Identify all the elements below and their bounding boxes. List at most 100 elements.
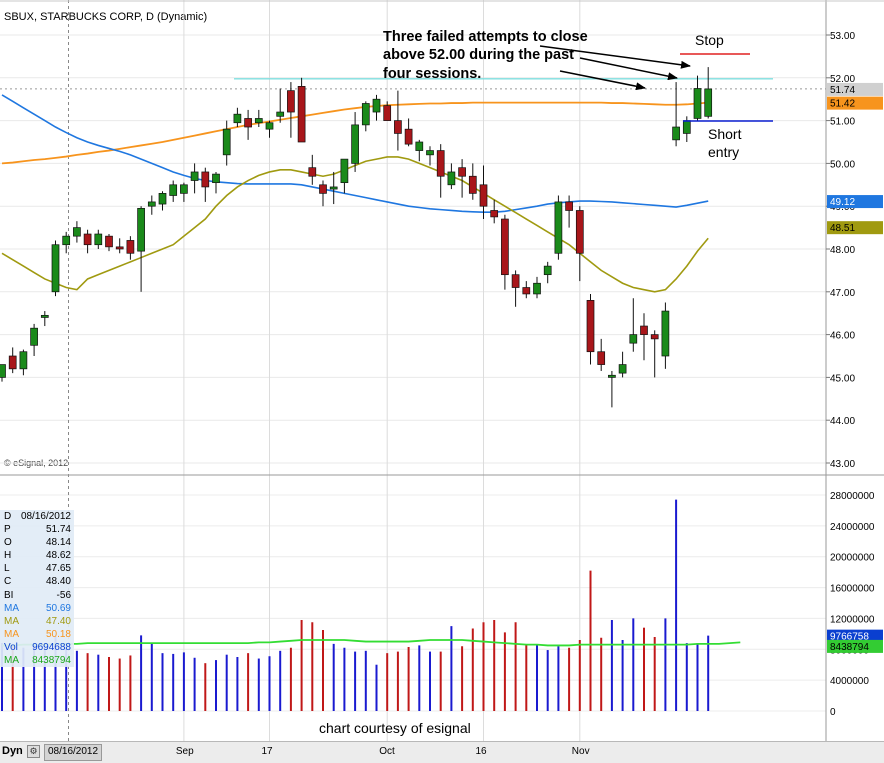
candle-body — [287, 90, 295, 113]
data-window-row: MA 8438794 — [0, 654, 74, 667]
data-window-value: 9694688 — [32, 641, 71, 653]
data-window-key: MA — [4, 615, 19, 627]
data-window-row: MA 50.69 — [0, 602, 74, 615]
candle-body — [51, 244, 60, 293]
data-window-row: L 47.65 — [0, 562, 74, 575]
candlestick-series — [0, 67, 713, 408]
candle-body — [169, 184, 178, 196]
volume-ma-line — [2, 639, 741, 647]
candle-body — [190, 171, 199, 181]
annotation-courtesy: chart courtesy of esignal — [319, 720, 471, 736]
candle-body — [372, 98, 381, 113]
arrow-3 — [559, 70, 646, 91]
candle-body — [319, 184, 327, 194]
candle-body — [426, 150, 434, 156]
candle-body — [468, 175, 477, 194]
data-window-value: 8438794 — [32, 655, 71, 667]
data-window-key: H — [4, 550, 12, 562]
candle-body — [586, 300, 595, 353]
annotation-three-failed-line-2: above 52.00 during the past — [383, 47, 574, 63]
lock-icon[interactable]: ⚙ — [27, 745, 40, 758]
candle-body — [479, 184, 488, 207]
price-tick-label: 43.00 — [830, 459, 855, 470]
data-window-row: BI -56 — [0, 589, 74, 602]
dyn-label[interactable]: Dyn — [2, 745, 23, 757]
candle-body — [361, 103, 370, 126]
volume-tag — [827, 639, 883, 653]
candle-body — [629, 334, 638, 344]
candle-body — [618, 364, 627, 374]
candle-body — [436, 150, 445, 177]
candle-body — [94, 233, 103, 246]
data-window-key: O — [4, 537, 12, 549]
price-tag-label: 51.42 — [830, 99, 855, 110]
volume-tag-label: 9766758 — [830, 632, 869, 643]
candle-body — [394, 120, 402, 134]
data-window: D 08/16/2012 P 51.74 O 48.14 H 48.62 L 47.65 C 48.4… — [0, 510, 74, 668]
data-window-key: Vol — [4, 641, 18, 653]
candle-body — [650, 334, 659, 340]
ma-orange-line — [1, 101, 709, 165]
annotations: Three failed attempts to close above 52.… — [319, 29, 773, 736]
volume-tag — [827, 629, 883, 643]
data-window-row: Vol 9694688 — [0, 641, 74, 654]
volume-series — [1, 499, 741, 711]
candle-body — [554, 201, 563, 254]
data-window-value: 48.40 — [45, 576, 71, 588]
candle-body — [522, 287, 531, 295]
data-window-key: MA — [4, 628, 19, 640]
candle-body — [640, 325, 648, 335]
data-window-value: 48.14 — [45, 537, 71, 549]
annotation-short-entry-line-1: Short — [708, 126, 742, 142]
candle-body — [180, 184, 188, 194]
candle-body — [126, 240, 135, 254]
volume-tick-label: 12000000 — [830, 614, 875, 625]
data-window-value: -56 — [56, 589, 71, 601]
grid-lines — [0, 0, 826, 741]
chart-title: SBUX, STARBUCKS CORP, D (Dynamic) — [4, 11, 207, 23]
candle-body — [693, 88, 702, 119]
price-tag — [827, 221, 883, 235]
candle-body — [329, 186, 338, 190]
data-window-key: MA — [4, 655, 19, 667]
candle-body — [533, 282, 541, 295]
candle-body — [682, 120, 691, 134]
data-window-key: P — [4, 524, 11, 536]
price-tick-label: 50.00 — [830, 159, 855, 170]
candle-body — [458, 167, 466, 177]
x-tick-label: Nov — [571, 746, 590, 757]
data-window-row: O 48.14 — [0, 536, 74, 549]
candle-body — [511, 274, 520, 288]
price-tag-label: 48.51 — [830, 223, 855, 234]
candle-body — [212, 173, 220, 184]
volume-tag-label: 8438794 — [830, 642, 869, 653]
candle-body — [265, 122, 274, 130]
candle-body — [83, 233, 92, 246]
data-window-value: 47.40 — [45, 615, 71, 627]
candle-body — [308, 167, 317, 177]
candle-body — [137, 207, 145, 252]
candle-body — [40, 314, 49, 318]
candle-body — [19, 351, 28, 370]
x-tick-label: 16 — [475, 746, 487, 757]
x-tick-label: Sep — [175, 746, 194, 757]
candle-body — [297, 86, 306, 143]
volume-tick-label: 24000000 — [830, 522, 875, 533]
arrow-1 — [539, 45, 691, 69]
data-window-key: BI — [4, 589, 14, 601]
candle-body — [30, 327, 38, 346]
x-tick-label: Oct — [379, 746, 395, 757]
data-window-key: MA — [4, 602, 19, 614]
candle-body — [73, 227, 81, 237]
data-window-value: 08/16/2012 — [20, 511, 71, 522]
data-window-value: 47.65 — [45, 563, 71, 575]
candle-body — [597, 351, 606, 365]
volume-tick-label: 20000000 — [830, 553, 875, 564]
candle-body — [704, 88, 713, 117]
candle-body — [158, 193, 167, 205]
price-tag — [827, 195, 883, 209]
candle-body — [351, 124, 359, 164]
candle-body — [340, 158, 349, 184]
